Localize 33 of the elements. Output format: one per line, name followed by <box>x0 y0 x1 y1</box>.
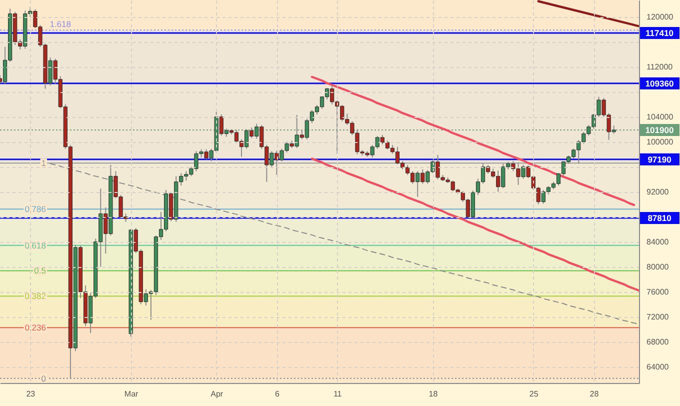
y-tick-label: 80000 <box>646 262 670 272</box>
ref-line-label: 101900 <box>645 124 674 135</box>
x-tick-label: 18 <box>428 390 438 398</box>
x-tick-label: 11 <box>333 390 342 398</box>
annotation: 0.382 <box>24 291 46 302</box>
y-tick-label: 68000 <box>646 337 670 346</box>
y-tick-label: 100000 <box>646 137 674 146</box>
x-tick-label: 28 <box>590 390 600 398</box>
y-tick-label: 84000 <box>646 237 670 246</box>
x-tick-label: 23 <box>26 390 36 398</box>
line-series <box>50 163 639 325</box>
annotation: 0 <box>41 373 46 384</box>
line-series <box>310 76 636 206</box>
ref-line-label: 109360 <box>645 78 674 88</box>
x-tick-label: Mar <box>124 390 139 398</box>
ref-line-label: 87810 <box>648 212 672 223</box>
y-tick-label: 64000 <box>646 362 670 372</box>
x-tick-label: 25 <box>529 390 539 398</box>
y-tick-label: 76000 <box>646 287 670 296</box>
x-tick-label: Apr <box>210 390 224 398</box>
ref-line-label: 97190 <box>648 154 672 164</box>
x-tick-label: 6 <box>275 390 280 398</box>
annotation: 0.786 <box>24 204 46 214</box>
y-tick-label: 72000 <box>646 312 670 322</box>
ref-line-label: 117410 <box>646 28 674 38</box>
annotation: 1.618 <box>50 19 72 30</box>
y-tick-label: 112000 <box>646 62 674 72</box>
y-tick-label: 120000 <box>646 12 674 22</box>
annotation: 1 <box>41 158 46 168</box>
y-tick-label: 92000 <box>646 187 670 196</box>
line-series <box>310 158 639 292</box>
annotation: 0.236 <box>24 322 46 333</box>
y-tick-label: 104000 <box>646 112 674 122</box>
